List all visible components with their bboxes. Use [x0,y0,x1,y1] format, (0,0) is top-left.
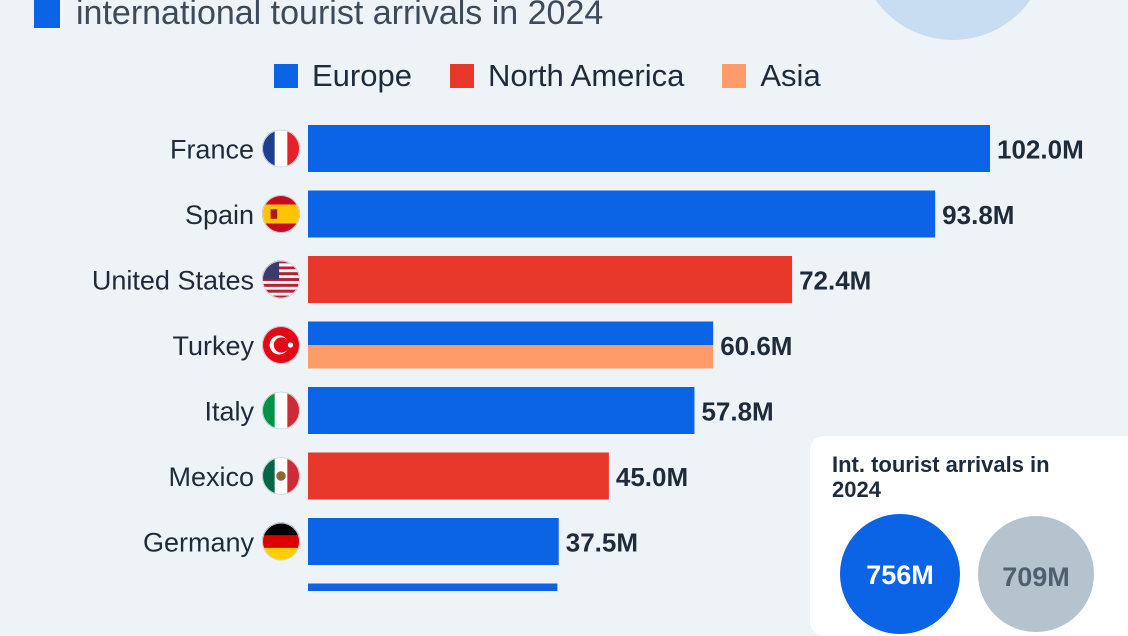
bar-united-states [308,256,793,303]
europe-total-value: 756M [866,560,934,590]
value-label: 60.6M [720,331,792,361]
legend: Europe North America Asia [274,58,821,94]
italy-flag-icon [262,391,300,430]
legend-swatch-north-america [449,64,474,88]
other-total-bubble: 709M [978,516,1094,632]
category-label: United States [92,266,254,296]
category-label: Mexico [168,462,254,492]
bar-italy [308,387,695,434]
legend-item-north-america: North America [449,58,685,94]
spain-flag-icon [262,195,300,233]
title-accent-bar [34,0,60,28]
category-label: Turkey [172,331,254,361]
category-label: Italy [204,397,254,427]
bar-germany [308,518,559,565]
value-label: 102.0M [997,135,1084,165]
bar-spain [308,190,936,238]
value-label: 45.0M [616,462,688,492]
mexico-flag-icon [262,457,300,495]
panel-title: Int. tourist arrivals in 2024 [832,452,1050,502]
category-label: Spain [185,200,254,230]
bar-turkey-asia [308,345,714,369]
europe-total-bubble: 756M [840,514,960,634]
bar-france [308,125,990,172]
category-label: Germany [143,528,255,558]
value-label: 37.5M [566,528,638,558]
france-flag-icon [262,129,300,168]
bar-turkey-europe [308,321,714,345]
value-label: 93.8M [942,200,1014,230]
value-label: 72.4M [799,266,871,296]
legend-swatch-europe [274,64,298,88]
value-label: 57.8M [701,397,773,427]
legend-item-asia: Asia [722,58,821,94]
usa-flag-icon [262,260,300,299]
bar-mexico [308,452,609,500]
turkey-flag-icon [262,326,300,364]
legend-item-europe: Europe [274,58,412,94]
legend-label-north-america: North America [487,58,685,93]
bar-partial [308,583,558,591]
chart-title: international tourist arrivals in 2024 [76,0,604,32]
category-label: France [170,135,254,165]
legend-label-europe: Europe [312,58,412,93]
legend-label-asia: Asia [760,58,821,93]
germany-flag-icon [262,522,300,561]
summary-panel: Int. tourist arrivals in 2024 756M 709M [810,436,1128,636]
other-total-value: 709M [1002,562,1070,592]
legend-swatch-asia [722,64,747,88]
bar-chart: France 102.0M Spain 93.8M United States 72.4M… [92,125,1084,591]
